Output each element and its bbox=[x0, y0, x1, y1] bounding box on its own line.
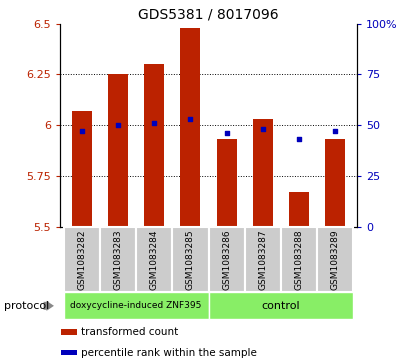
Bar bbox=[100, 227, 136, 292]
Bar bbox=[72, 111, 92, 227]
Point bbox=[259, 126, 266, 132]
Point bbox=[115, 122, 122, 128]
Bar bbox=[64, 292, 209, 319]
Bar bbox=[209, 292, 353, 319]
Text: doxycycline-induced ZNF395: doxycycline-induced ZNF395 bbox=[71, 301, 202, 310]
Text: GSM1083282: GSM1083282 bbox=[77, 229, 86, 290]
Text: GSM1083287: GSM1083287 bbox=[258, 229, 267, 290]
Text: GSM1083283: GSM1083283 bbox=[114, 229, 122, 290]
Bar bbox=[281, 227, 317, 292]
Bar bbox=[289, 192, 309, 227]
Point bbox=[223, 130, 230, 136]
Point bbox=[332, 129, 339, 134]
Text: GSM1083288: GSM1083288 bbox=[295, 229, 303, 290]
Bar bbox=[61, 330, 78, 335]
Bar bbox=[61, 350, 78, 355]
Bar bbox=[181, 28, 200, 227]
Text: GSM1083284: GSM1083284 bbox=[150, 229, 159, 290]
Text: percentile rank within the sample: percentile rank within the sample bbox=[81, 347, 257, 358]
Text: control: control bbox=[261, 301, 300, 311]
Bar bbox=[317, 227, 353, 292]
Bar bbox=[245, 227, 281, 292]
Text: protocol: protocol bbox=[4, 301, 49, 311]
Point bbox=[295, 136, 302, 142]
Bar bbox=[172, 227, 209, 292]
Title: GDS5381 / 8017096: GDS5381 / 8017096 bbox=[138, 7, 279, 21]
Bar bbox=[108, 74, 128, 227]
Bar bbox=[64, 227, 100, 292]
Bar bbox=[144, 64, 164, 227]
Point bbox=[78, 129, 85, 134]
Text: transformed count: transformed count bbox=[81, 327, 178, 337]
Text: GSM1083286: GSM1083286 bbox=[222, 229, 231, 290]
Text: GSM1083285: GSM1083285 bbox=[186, 229, 195, 290]
Bar bbox=[209, 227, 245, 292]
Bar bbox=[325, 139, 345, 227]
Bar bbox=[136, 227, 172, 292]
Point bbox=[151, 120, 158, 126]
Bar bbox=[217, 139, 237, 227]
Point bbox=[187, 116, 194, 122]
Text: GSM1083289: GSM1083289 bbox=[331, 229, 340, 290]
Bar bbox=[253, 119, 273, 227]
